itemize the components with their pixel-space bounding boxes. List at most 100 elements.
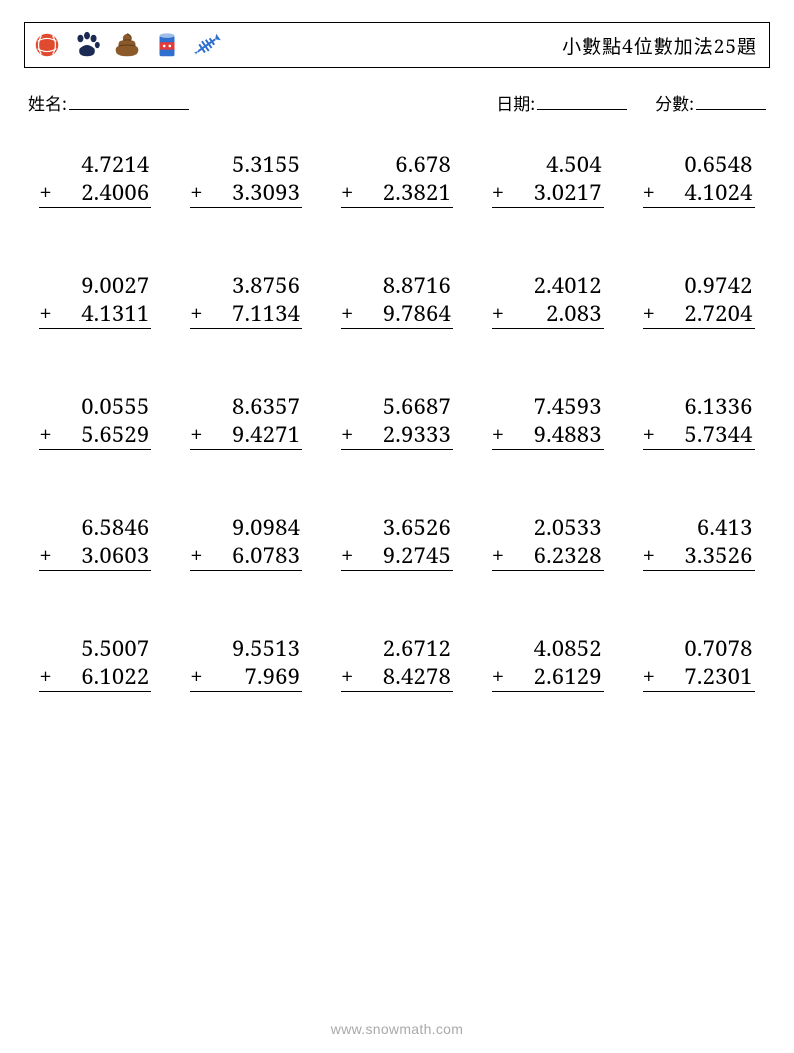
- operand-b: 9.7864: [357, 300, 451, 328]
- operand-b-row: +2.4006: [39, 179, 151, 209]
- operand-b: 6.1022: [55, 663, 149, 691]
- header-icons: [31, 29, 223, 61]
- operand-b: 4.1311: [55, 300, 149, 328]
- operand-b-row: +7.969: [190, 663, 302, 693]
- operand-b-row: +9.4883: [492, 421, 604, 451]
- date-label: 日期:: [496, 90, 535, 115]
- operand-b: 3.3526: [659, 542, 753, 570]
- problems-grid: 4.7214+2.40065.3155+3.30936.678+2.38214.…: [24, 151, 770, 692]
- problem: 0.6548+4.1024: [643, 151, 755, 208]
- operand-b: 8.4278: [357, 663, 451, 691]
- operand-b: 9.2745: [357, 542, 451, 570]
- score-blank[interactable]: [696, 91, 766, 110]
- worksheet-title: 小數點4位數加法25題: [562, 32, 757, 59]
- problem: 9.5513+7.969: [190, 635, 302, 692]
- operand-b-row: +6.2328: [492, 542, 604, 572]
- operator: +: [492, 421, 508, 449]
- operand-b-row: +2.9333: [341, 421, 453, 451]
- operand-a: 8.6357: [190, 393, 302, 421]
- operator: +: [643, 179, 659, 207]
- operand-a: 2.4012: [492, 272, 604, 300]
- operator: +: [39, 421, 55, 449]
- problem: 7.4593+9.4883: [492, 393, 604, 450]
- operand-a: 5.6687: [341, 393, 453, 421]
- operand-b: 3.3093: [206, 179, 300, 207]
- operand-b-row: +6.0783: [190, 542, 302, 572]
- problem: 0.0555+5.6529: [39, 393, 151, 450]
- operand-b: 3.0217: [508, 179, 602, 207]
- operand-b-row: +3.3526: [643, 542, 755, 572]
- operand-a: 6.678: [341, 151, 453, 179]
- operator: +: [643, 663, 659, 691]
- operand-b: 6.0783: [206, 542, 300, 570]
- problem: 6.1336+5.7344: [643, 393, 755, 450]
- operand-a: 0.9742: [643, 272, 755, 300]
- problem: 9.0027+4.1311: [39, 272, 151, 329]
- operand-b-row: +2.7204: [643, 300, 755, 330]
- operand-b: 3.0603: [55, 542, 149, 570]
- footer-url: www.snowmath.com: [0, 1021, 794, 1037]
- operand-b-row: +9.4271: [190, 421, 302, 451]
- operand-a: 0.7078: [643, 635, 755, 663]
- operand-b-row: +2.3821: [341, 179, 453, 209]
- operand-a: 2.6712: [341, 635, 453, 663]
- operand-a: 9.0027: [39, 272, 151, 300]
- operand-b: 2.083: [508, 300, 602, 328]
- operand-b-row: +4.1311: [39, 300, 151, 330]
- problem: 5.5007+6.1022: [39, 635, 151, 692]
- operand-b: 5.6529: [55, 421, 149, 449]
- operand-b-row: +2.083: [492, 300, 604, 330]
- problem: 3.6526+9.2745: [341, 514, 453, 571]
- operator: +: [39, 179, 55, 207]
- problem: 8.6357+9.4271: [190, 393, 302, 450]
- problem: 4.504+3.0217: [492, 151, 604, 208]
- operator: +: [643, 421, 659, 449]
- operand-a: 8.8716: [341, 272, 453, 300]
- operand-a: 2.0533: [492, 514, 604, 542]
- problem: 3.8756+7.1134: [190, 272, 302, 329]
- operand-b: 2.3821: [357, 179, 451, 207]
- operator: +: [341, 300, 357, 328]
- operand-b-row: +9.2745: [341, 542, 453, 572]
- operand-a: 7.4593: [492, 393, 604, 421]
- operand-b: 9.4271: [206, 421, 300, 449]
- paw-print-icon: [71, 29, 103, 61]
- problem: 2.4012+2.083: [492, 272, 604, 329]
- problem: 6.413+3.3526: [643, 514, 755, 571]
- operand-b: 7.1134: [206, 300, 300, 328]
- operand-b: 7.2301: [659, 663, 753, 691]
- problem: 0.7078+7.2301: [643, 635, 755, 692]
- problem: 6.5846+3.0603: [39, 514, 151, 571]
- operator: +: [341, 542, 357, 570]
- problem: 6.678+2.3821: [341, 151, 453, 208]
- operand-b: 6.2328: [508, 542, 602, 570]
- can-icon: [151, 29, 183, 61]
- operand-a: 4.504: [492, 151, 604, 179]
- header-box: 小數點4位數加法25題: [24, 22, 770, 68]
- operator: +: [190, 300, 206, 328]
- operand-a: 3.6526: [341, 514, 453, 542]
- operator: +: [492, 542, 508, 570]
- name-label: 姓名:: [28, 90, 67, 115]
- operator: +: [190, 421, 206, 449]
- operand-b-row: +3.3093: [190, 179, 302, 209]
- operand-b-row: +2.6129: [492, 663, 604, 693]
- operand-a: 6.1336: [643, 393, 755, 421]
- operand-b-row: +6.1022: [39, 663, 151, 693]
- problem: 4.7214+2.4006: [39, 151, 151, 208]
- operand-b-row: +9.7864: [341, 300, 453, 330]
- operand-b: 4.1024: [659, 179, 753, 207]
- operand-b: 7.969: [206, 663, 300, 691]
- name-blank[interactable]: [69, 91, 189, 110]
- operand-b-row: +3.0217: [492, 179, 604, 209]
- operator: +: [492, 300, 508, 328]
- yarn-ball-icon: [31, 29, 63, 61]
- operand-a: 4.7214: [39, 151, 151, 179]
- operand-b: 2.7204: [659, 300, 753, 328]
- operand-a: 6.413: [643, 514, 755, 542]
- problem: 0.9742+2.7204: [643, 272, 755, 329]
- info-row: 姓名: 日期: 分數:: [24, 90, 770, 115]
- date-blank[interactable]: [537, 91, 627, 110]
- problem: 2.0533+6.2328: [492, 514, 604, 571]
- operand-a: 5.3155: [190, 151, 302, 179]
